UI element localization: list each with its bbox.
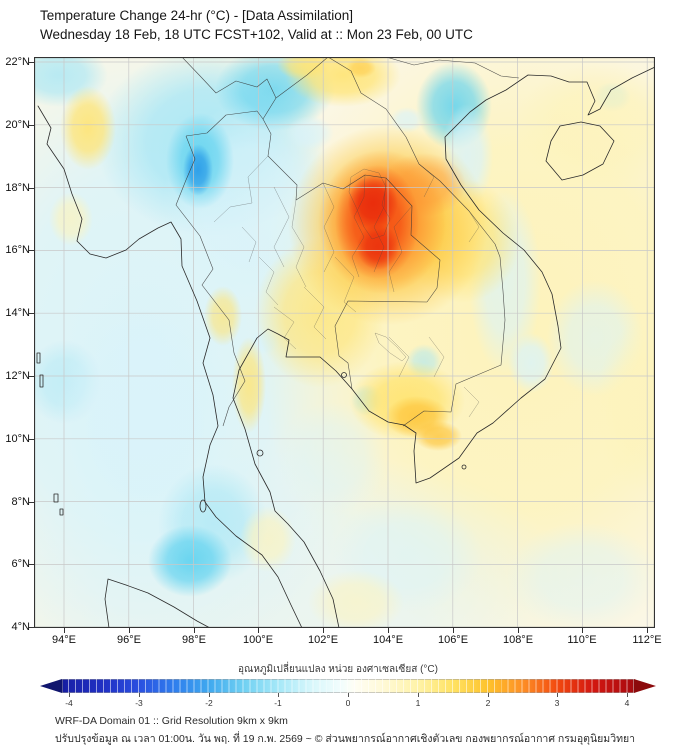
y-tick-label: 22°N <box>5 56 30 68</box>
colorbar-max-arrow <box>634 679 656 693</box>
colorbar-title: อุณหภูมิเปลี่ยนแปลง หน่วย องศาเซลเซียส (… <box>238 664 438 675</box>
y-tick-label: 14°N <box>5 307 30 319</box>
colorbar-tick-label: 4 <box>624 698 630 708</box>
colorbar-tick <box>348 693 349 697</box>
colorbar-tick-label: -1 <box>274 698 282 708</box>
y-tick-label: 16°N <box>5 244 30 256</box>
y-tick-label: 10°N <box>5 433 30 445</box>
colorbar-tick-label: 0 <box>345 698 351 708</box>
colorbar-tick-label: -4 <box>65 698 73 708</box>
country-borders <box>175 57 520 427</box>
y-tick <box>29 502 34 503</box>
samui-island <box>256 449 264 457</box>
colorbar-tick-label: 2 <box>485 698 491 708</box>
hainan-island <box>545 121 615 181</box>
x-tick <box>258 628 259 633</box>
y-tick-label: 4°N <box>11 621 30 633</box>
x-tick <box>323 628 324 633</box>
colorbar-tick <box>418 693 419 697</box>
y-tick-label: 6°N <box>11 558 30 570</box>
y-tick <box>29 376 34 377</box>
map-plot-area <box>34 57 655 628</box>
x-tick <box>388 628 389 633</box>
x-tick-label: 94°E <box>52 634 76 646</box>
colorbar-tick-label: 1 <box>415 698 421 708</box>
y-tick <box>29 62 34 63</box>
colorbar-tick-label: -2 <box>205 698 213 708</box>
y-tick <box>29 439 34 440</box>
x-tick-label: 104°E <box>372 634 404 646</box>
x-tick <box>453 628 454 633</box>
colorbar-tick <box>278 693 279 697</box>
temperature-anomaly-field <box>34 57 655 628</box>
province-boundaries <box>213 155 480 418</box>
x-tick-label: 96°E <box>117 634 141 646</box>
x-tick-label: 100°E <box>242 634 274 646</box>
map-title: Temperature Change 24-hr (°C) - [Data As… <box>40 8 354 23</box>
y-tick <box>29 188 34 189</box>
y-tick <box>29 627 34 628</box>
x-tick <box>64 628 65 633</box>
x-tick <box>194 628 195 633</box>
colorbar-min-arrow <box>40 679 62 693</box>
colorbar-tick <box>209 693 210 697</box>
sumatra-coast <box>104 578 211 628</box>
x-tick-label: 98°E <box>182 634 206 646</box>
x-tick-label: 102°E <box>307 634 339 646</box>
footer-block: WRF-DA Domain 01 :: Grid Resolution 9km … <box>55 712 635 748</box>
x-tick-label: 108°E <box>502 634 534 646</box>
x-tick-label: 112°E <box>632 634 662 646</box>
colorbar-tick <box>139 693 140 697</box>
colorbar-cells <box>62 679 634 693</box>
y-tick-label: 18°N <box>5 182 30 194</box>
x-tick-label: 106°E <box>437 634 469 646</box>
phuket-island <box>199 499 207 513</box>
colorbar-tick <box>627 693 628 697</box>
x-tick <box>647 628 648 633</box>
y-tick <box>29 250 34 251</box>
y-tick-label: 8°N <box>11 496 30 508</box>
y-tick <box>29 313 34 314</box>
colorbar-tick-label: -3 <box>135 698 143 708</box>
temperature-field-map <box>34 57 655 628</box>
plot-frame <box>34 57 655 628</box>
colorbar-tick <box>557 693 558 697</box>
colorbar-tick <box>488 693 489 697</box>
colorbar-tick <box>69 693 70 697</box>
y-tick <box>29 564 34 565</box>
footer-domain-info: WRF-DA Domain 01 :: Grid Resolution 9km … <box>55 715 288 727</box>
colorbar <box>62 679 634 693</box>
footer-credit-thai: ปรับปรุงข้อมูล ณ เวลา 01:00น. วัน พฤ. ที… <box>55 733 636 745</box>
x-tick <box>129 628 130 633</box>
y-tick-label: 20°N <box>5 119 30 131</box>
x-tick-label: 110°E <box>567 634 597 646</box>
x-tick <box>518 628 519 633</box>
title-block: Temperature Change 24-hr (°C) - [Data As… <box>40 6 473 44</box>
y-tick <box>29 125 34 126</box>
coastline <box>36 66 655 628</box>
x-tick <box>582 628 583 633</box>
colorbar-tick-label: 3 <box>554 698 560 708</box>
y-tick-label: 12°N <box>5 370 30 382</box>
map-subtitle: Wednesday 18 Feb, 18 UTC FCST+102, Valid… <box>40 27 473 42</box>
